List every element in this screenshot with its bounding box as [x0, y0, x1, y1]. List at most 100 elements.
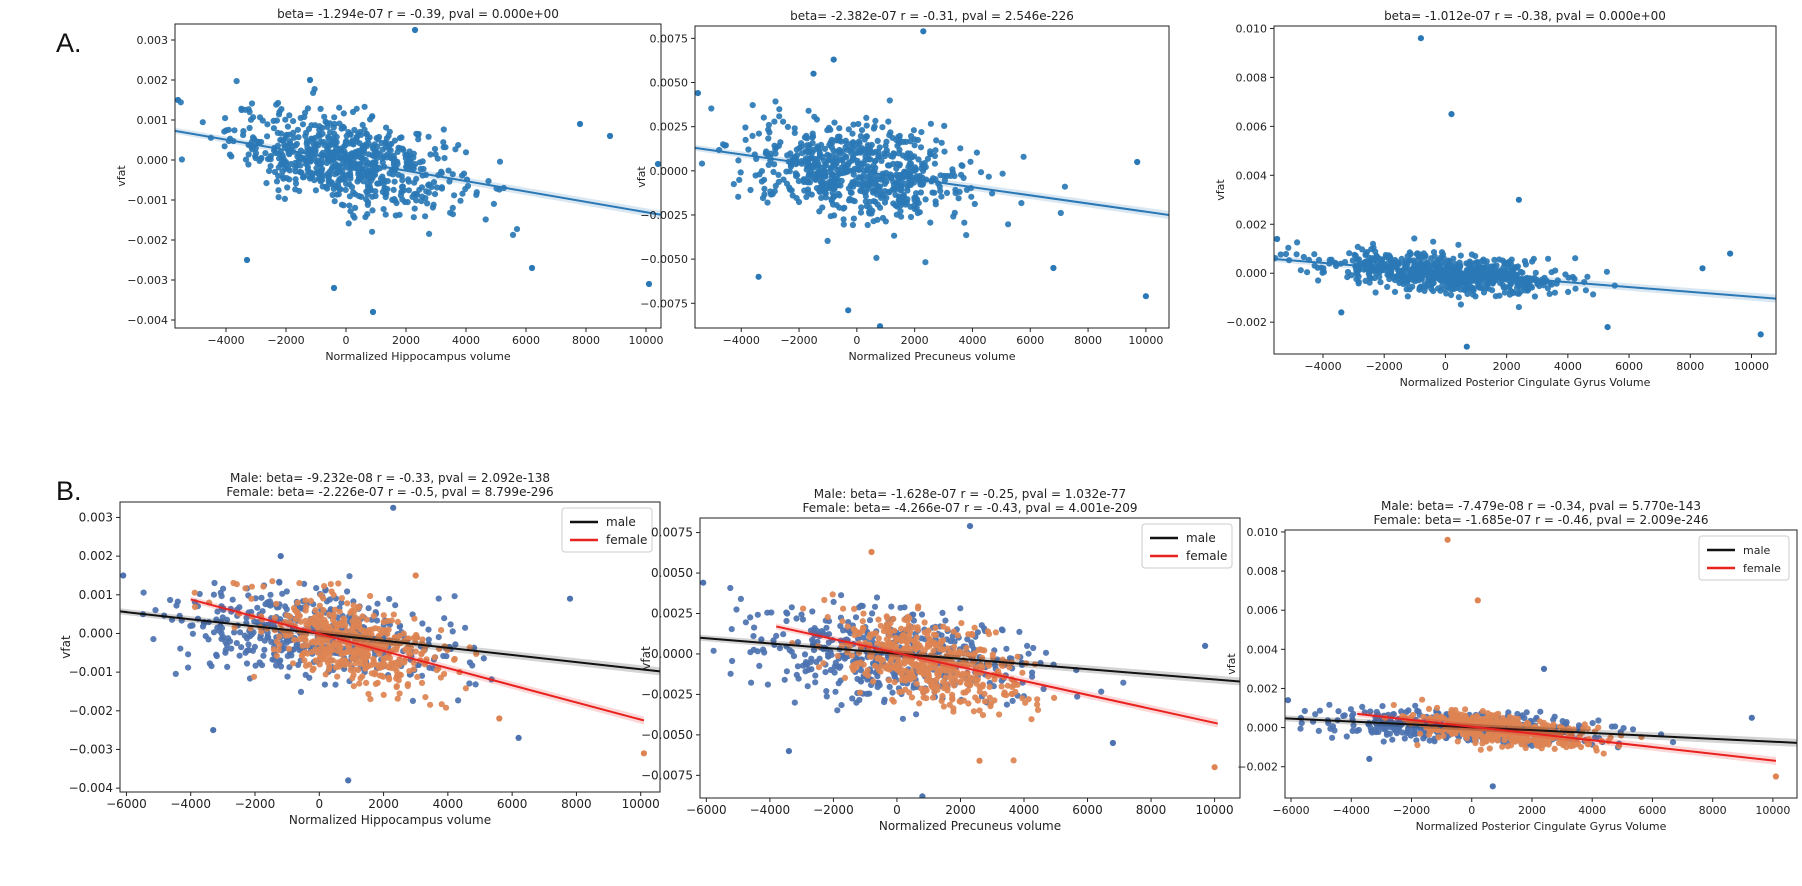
data-point: [1520, 282, 1527, 289]
data-point: [395, 171, 402, 178]
data-point-male: [199, 623, 207, 630]
data-point: [1354, 243, 1361, 250]
data-point-male: [515, 734, 522, 741]
data-point: [263, 180, 270, 187]
data-point: [485, 178, 492, 185]
data-point-male: [208, 663, 215, 670]
x-axis-label: Normalized Precuneus volume: [848, 350, 1015, 363]
data-point: [1378, 259, 1385, 266]
data-point-male: [243, 614, 250, 621]
data-point-female: [928, 682, 935, 689]
data-point-female: [981, 698, 989, 705]
data-point-female: [412, 648, 419, 655]
data-point: [863, 133, 870, 140]
data-point-female: [877, 668, 884, 675]
data-point-female: [355, 603, 362, 610]
axes-frame: [174, 23, 662, 329]
data-point: [292, 164, 299, 171]
data-point: [749, 102, 756, 109]
data-point: [337, 145, 344, 152]
data-point-female: [352, 654, 359, 661]
data-point-male: [321, 681, 328, 688]
data-point-female: [393, 683, 400, 690]
data-point: [915, 156, 922, 163]
data-point-female: [394, 618, 401, 625]
data-point: [1338, 309, 1345, 316]
data-point: [803, 193, 810, 201]
data-point-male: [830, 598, 837, 605]
data-point: [279, 168, 286, 175]
data-point-male: [889, 689, 896, 696]
data-point: [876, 153, 883, 160]
data-point-female: [834, 652, 841, 659]
data-point: [331, 171, 338, 178]
data-point-female: [405, 635, 412, 642]
data-point-female: [938, 697, 945, 704]
data-point: [358, 148, 365, 155]
data-point-male: [1029, 669, 1036, 676]
data-point: [262, 150, 269, 157]
data-point-female: [1479, 708, 1486, 715]
data-point: [449, 211, 456, 218]
data-point: [276, 108, 283, 115]
data-point: [282, 116, 289, 123]
data-point: [836, 170, 843, 177]
chart-title-group: Male: beta= -1.628e-07 r = -0.25, pval =…: [802, 487, 1137, 515]
data-point-female: [269, 578, 276, 585]
data-point: [364, 183, 372, 190]
data-point-female: [986, 694, 993, 701]
data-point: [411, 205, 418, 212]
data-point-female: [1211, 764, 1218, 771]
data-point-male: [888, 603, 895, 610]
data-point: [379, 188, 386, 195]
data-point-female: [1495, 710, 1502, 717]
data-point-female: [1034, 696, 1041, 703]
data-point: [411, 26, 419, 34]
data-point-female: [362, 665, 369, 672]
data-point-female: [431, 654, 438, 661]
data-point: [1456, 259, 1463, 266]
data-point-male: [793, 615, 800, 622]
data-point-female: [427, 701, 434, 708]
data-point: [233, 78, 240, 85]
data-point-female: [979, 712, 987, 719]
data-point: [432, 151, 439, 158]
data-point-male: [1025, 650, 1032, 657]
y-tick-label: −0.0025: [641, 687, 693, 701]
data-point-male: [873, 594, 881, 601]
data-point: [1457, 282, 1465, 289]
data-point: [464, 182, 472, 190]
data-point-female: [875, 635, 882, 642]
data-point: [1491, 276, 1499, 283]
data-point-female: [285, 645, 293, 652]
data-point-male: [1403, 709, 1410, 716]
data-point-female: [248, 583, 255, 590]
data-point-female: [1501, 736, 1508, 744]
data-point: [1517, 268, 1524, 275]
data-point: [819, 178, 826, 185]
data-point: [831, 119, 838, 126]
data-point: [963, 232, 970, 239]
data-point-female: [386, 676, 393, 683]
data-point: [1431, 253, 1438, 260]
data-point: [742, 136, 749, 143]
x-tick-label: 4000: [452, 334, 480, 347]
data-point-female: [302, 607, 309, 614]
data-point: [380, 180, 387, 187]
data-point-female: [891, 679, 898, 686]
data-point-female: [1499, 743, 1506, 750]
data-point-female: [302, 597, 309, 604]
data-point: [820, 172, 827, 180]
data-point: [1501, 289, 1508, 296]
data-point-female: [1025, 696, 1032, 703]
data-point-female: [971, 624, 978, 631]
data-point-female: [958, 620, 965, 627]
data-point: [353, 105, 360, 112]
data-point: [1470, 291, 1477, 298]
data-point: [1293, 251, 1300, 258]
data-point: [374, 149, 381, 156]
data-point: [336, 104, 343, 111]
x-tick-label: −4000: [207, 334, 244, 347]
data-point: [1311, 251, 1318, 258]
data-point-female: [1000, 691, 1008, 698]
